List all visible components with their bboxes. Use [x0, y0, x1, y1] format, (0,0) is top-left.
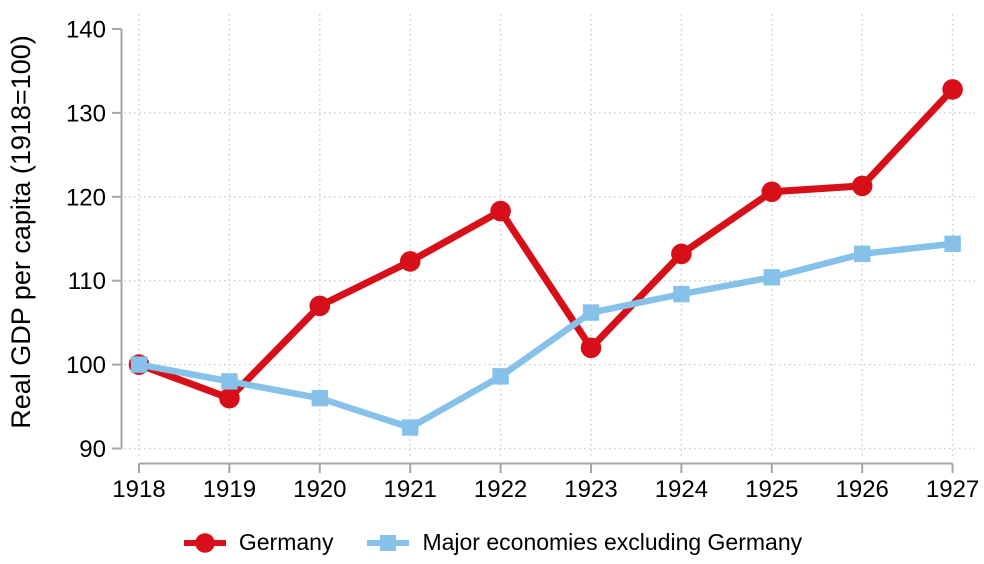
data-point-germany [580, 337, 602, 359]
x-tick-label: 1920 [293, 476, 346, 503]
legend-item-major-economies: Major economies excluding Germany [365, 529, 802, 556]
data-point-germany [851, 175, 873, 197]
legend-marker-major-economies-icon [367, 534, 410, 551]
data-point-major-economies-excluding-germany [492, 368, 509, 385]
data-point-germany [219, 387, 240, 409]
y-axis-title: Real GDP per capita (1918=100) [6, 35, 36, 429]
x-tick-label: 1922 [474, 476, 527, 503]
data-point-major-economies-excluding-germany [402, 419, 419, 436]
series-line-major-economies-excluding-germany [135, 240, 956, 431]
data-point-major-economies-excluding-germany [854, 245, 871, 263]
legend-marker-germany-icon [183, 532, 226, 553]
y-tick-label: 120 [66, 184, 106, 211]
data-point-germany [671, 243, 692, 265]
legend: Germany Major economies excluding German… [0, 529, 984, 556]
legend-label-germany: Germany [238, 529, 334, 555]
y-tick-label: 110 [68, 268, 106, 295]
x-tick-label: 1924 [655, 476, 708, 503]
x-tick-label: 1919 [203, 476, 256, 503]
data-point-germany [399, 251, 421, 272]
y-tick-label: 130 [66, 100, 106, 127]
data-point-major-economies-excluding-germany [673, 285, 690, 303]
series-line-germany [135, 85, 957, 402]
legend-label-major-economies: Major economies excluding Germany [422, 529, 803, 555]
x-tick-label: 1926 [836, 476, 889, 503]
x-tick-label: 1921 [384, 476, 437, 503]
y-tick-label: 100 [66, 352, 106, 379]
data-point-germany [490, 200, 511, 222]
x-tick-label: 1923 [564, 476, 617, 503]
x-tick-label: 1918 [112, 476, 165, 503]
data-point-germany [309, 295, 331, 317]
y-tick-label: 140 [66, 17, 106, 44]
x-tick-label: 1927 [926, 476, 979, 503]
y-tick-label: 90 [79, 436, 106, 463]
data-point-germany [761, 181, 783, 203]
data-point-major-economies-excluding-germany [130, 356, 148, 373]
data-point-major-economies-excluding-germany [311, 389, 328, 407]
data-point-major-economies-excluding-germany [944, 235, 961, 252]
data-point-major-economies-excluding-germany [221, 373, 238, 390]
data-point-major-economies-excluding-germany [582, 304, 600, 321]
legend-item-germany: Germany [182, 529, 334, 556]
data-point-germany [942, 79, 963, 100]
data-point-major-economies-excluding-germany [763, 269, 780, 286]
x-tick-label: 1925 [745, 476, 798, 503]
